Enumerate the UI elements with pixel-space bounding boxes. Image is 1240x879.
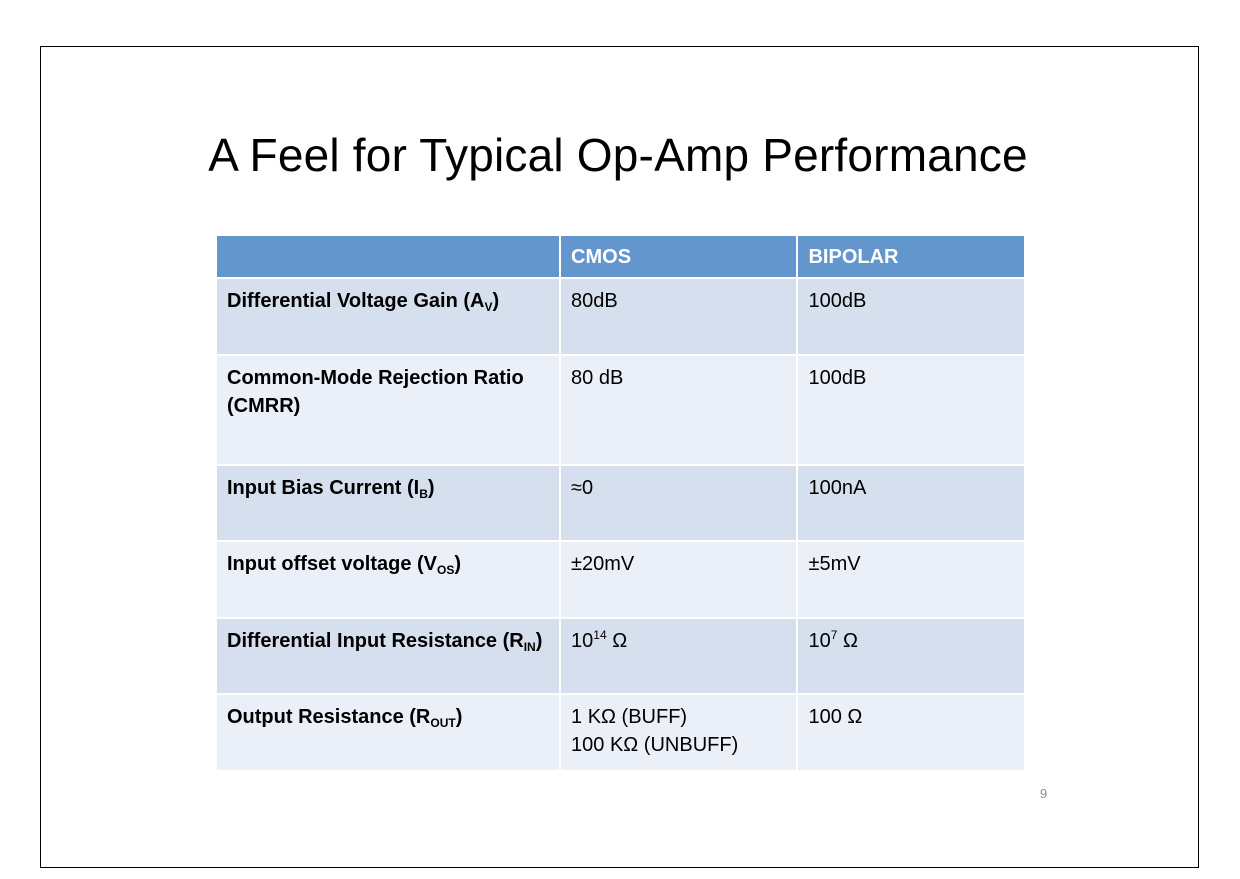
cmos-cell: 1 KΩ (BUFF) 100 KΩ (UNBUFF) (559, 693, 799, 772)
cmos-cell: ≈0 (559, 464, 799, 542)
param-subscript: V (484, 300, 493, 314)
param-cell: Input Bias Current (IB) (214, 464, 562, 542)
value-base: 10 (808, 630, 831, 652)
page-number: 9 (1040, 786, 1048, 801)
op-amp-comparison-table: CMOS BIPOLAR Differential Voltage Gain (… (214, 234, 1026, 772)
value-unit: Ω (837, 630, 858, 652)
param-text-end: ) (535, 630, 543, 652)
slide-title: A Feel for Typical Op-Amp Performance (208, 129, 1028, 181)
table-row: Input offset voltage (VOS) ±20mV ±5mV (214, 540, 1026, 619)
param-subscript: OUT (430, 716, 456, 730)
param-cell: Input offset voltage (VOS) (214, 540, 562, 619)
bipolar-cell: 107 Ω (796, 617, 1026, 695)
cmos-cell: 80dB (559, 277, 799, 356)
param-text-end: ) (427, 477, 435, 499)
param-text: Input offset voltage (V (227, 553, 437, 575)
param-cell: Output Resistance (ROUT) (214, 693, 562, 772)
param-text-end: ) (454, 553, 462, 575)
table-row: Output Resistance (ROUT) 1 KΩ (BUFF) 100 … (214, 693, 1026, 772)
param-text-end: ) (455, 706, 463, 728)
param-subscript: B (419, 487, 428, 501)
table-row: Common-Mode Rejection Ratio (CMRR) 80 dB… (214, 354, 1026, 466)
bipolar-cell: 100 Ω (796, 693, 1026, 772)
bipolar-cell: 100nA (796, 464, 1026, 542)
value-exponent: 7 (830, 628, 838, 642)
param-text: Differential Input Resistance (R (227, 630, 524, 652)
param-cell: Differential Voltage Gain (AV) (214, 277, 562, 356)
param-text: Differential Voltage Gain (A (227, 290, 485, 312)
value-line: 100 KΩ (UNBUFF) (571, 734, 739, 756)
param-cell: Common-Mode Rejection Ratio (CMRR) (214, 354, 562, 466)
table-row: Differential Voltage Gain (AV) 80dB 100d… (214, 277, 1026, 356)
value-base: 10 (571, 630, 594, 652)
bipolar-cell: 100dB (796, 354, 1026, 466)
value-unit: Ω (606, 630, 628, 652)
param-cell: Differential Input Resistance (RIN) (214, 617, 562, 695)
cmos-cell: 1014 Ω (559, 617, 799, 695)
cmos-cell: ±20mV (559, 540, 799, 619)
bipolar-cell: ±5mV (796, 540, 1026, 619)
param-subscript: OS (437, 563, 455, 577)
table-row: Differential Input Resistance (RIN) 1014… (214, 617, 1026, 695)
value-exponent: 14 (593, 628, 607, 642)
param-subscript: IN (523, 640, 536, 654)
header-cmos: CMOS (559, 234, 799, 279)
value-line: 1 KΩ (BUFF) (571, 706, 688, 728)
table-header-row: CMOS BIPOLAR (214, 234, 1026, 279)
header-bipolar: BIPOLAR (796, 234, 1026, 279)
param-text-end: ) (492, 290, 500, 312)
table-row: Input Bias Current (IB) ≈0 100nA (214, 464, 1026, 542)
header-parameter (214, 234, 562, 279)
param-text: Input Bias Current (I (227, 477, 420, 499)
cmos-cell: 80 dB (559, 354, 799, 466)
param-text: Output Resistance (R (227, 706, 431, 728)
bipolar-cell: 100dB (796, 277, 1026, 356)
